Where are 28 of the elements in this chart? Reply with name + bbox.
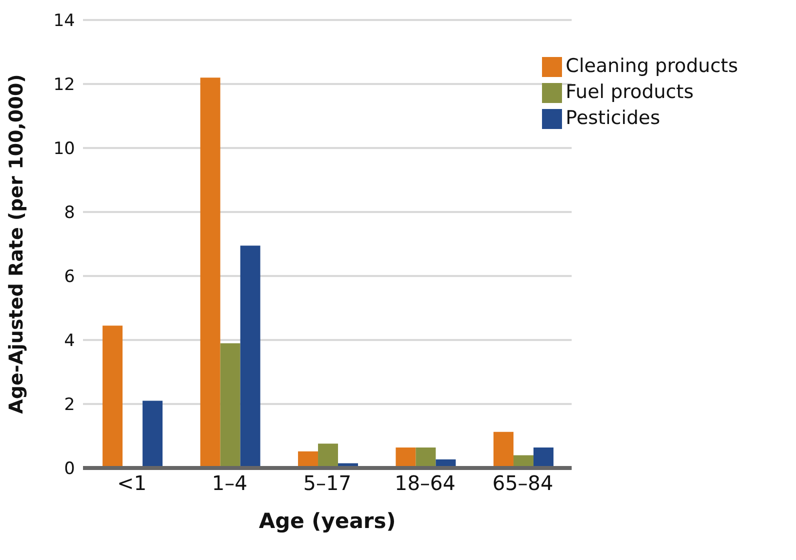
- x-axis-title: Age (years): [258, 509, 396, 533]
- x-tick-label: 1–4: [212, 471, 248, 496]
- legend-label: Fuel products: [566, 81, 694, 103]
- y-tick-label: 10: [53, 139, 75, 160]
- x-tick-label: 65–84: [492, 471, 554, 496]
- bar: [318, 444, 338, 468]
- bar: [240, 246, 260, 468]
- bar: [533, 448, 554, 468]
- x-tick-label: 18–64: [394, 471, 456, 496]
- bar: [493, 432, 514, 468]
- legend-label: Cleaning products: [566, 55, 738, 77]
- y-tick-label: 4: [64, 331, 75, 352]
- bar: [220, 343, 240, 468]
- x-tick-label: <1: [117, 471, 147, 496]
- bar: [142, 400, 163, 468]
- y-tick-label: 0: [64, 459, 75, 480]
- y-tick-label: 14: [53, 11, 75, 32]
- y-tick-label: 12: [53, 75, 75, 96]
- y-axis-title: Age-Ajusted Rate (per 100,000): [6, 74, 28, 414]
- y-tick-label: 6: [64, 267, 75, 288]
- legend-label: Pesticides: [566, 107, 660, 129]
- bar: [396, 448, 416, 468]
- x-tick-label: 5–17: [303, 471, 352, 496]
- bar: [416, 448, 436, 468]
- y-tick-label: 2: [64, 395, 75, 416]
- bar: [200, 78, 220, 468]
- bar: [102, 326, 123, 468]
- y-tick-label: 8: [64, 203, 75, 224]
